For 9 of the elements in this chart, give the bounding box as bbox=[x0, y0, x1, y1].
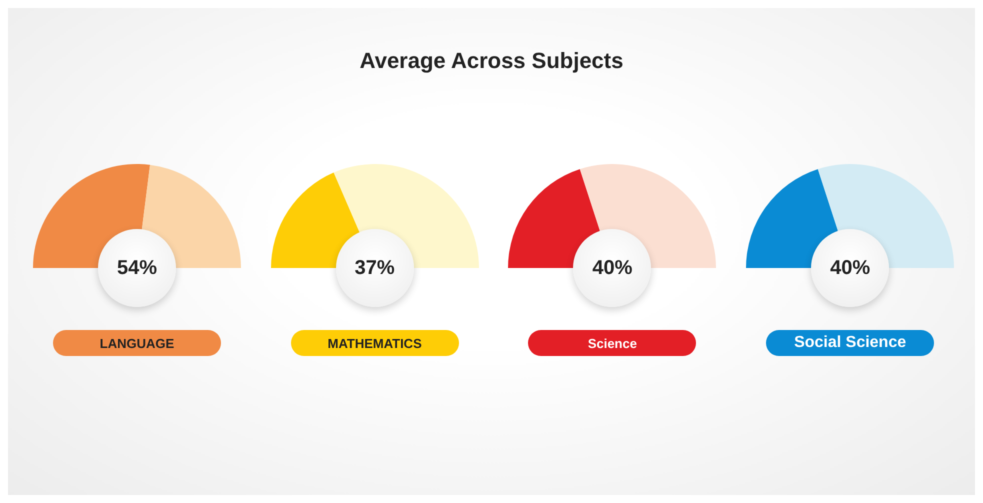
pill-label: MATHEMATICS bbox=[290, 330, 459, 356]
text: 37% bbox=[354, 256, 396, 280]
text: Average Across Subjects bbox=[358, 48, 624, 74]
text: 54% bbox=[116, 256, 158, 280]
pill-label: Science bbox=[528, 330, 696, 356]
pill-label: Social Science bbox=[766, 330, 934, 356]
text: 40% bbox=[829, 256, 872, 280]
pill-label: LANGUAGE bbox=[53, 330, 221, 356]
text: 40% bbox=[591, 256, 634, 280]
